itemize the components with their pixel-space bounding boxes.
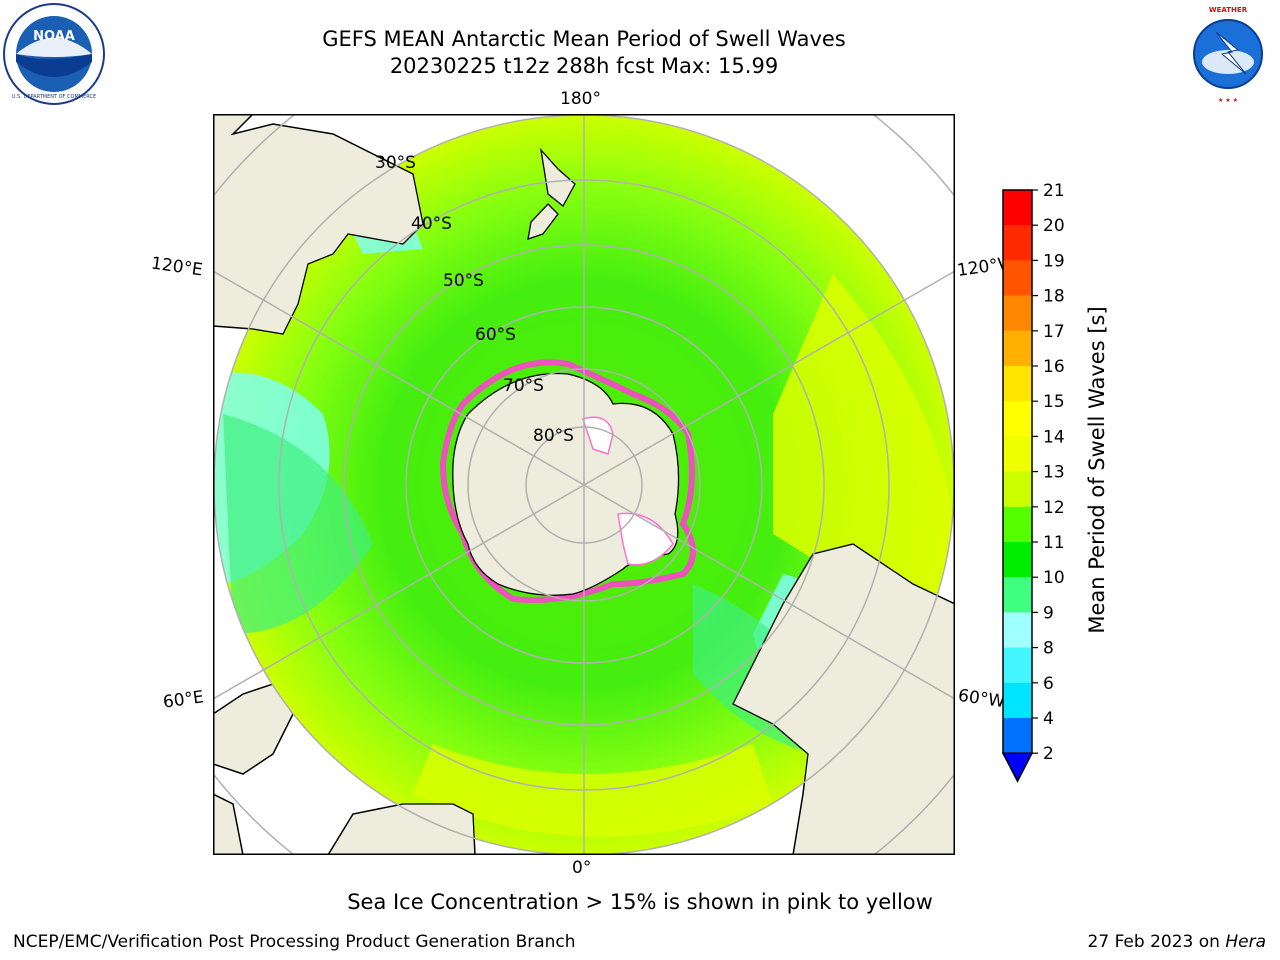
colorbar-tick-label: 14 bbox=[1043, 427, 1065, 447]
colorbar-tick-label: 11 bbox=[1043, 533, 1065, 553]
colorbar-segment bbox=[1003, 647, 1032, 684]
svg-text:★ ★ ★: ★ ★ ★ bbox=[1218, 97, 1238, 104]
colorbar-segment bbox=[1003, 190, 1032, 226]
colorbar-segment bbox=[1003, 436, 1032, 473]
colorbar-segment bbox=[1003, 577, 1032, 613]
colorbar-segment bbox=[1003, 542, 1032, 578]
lon-label-180: 180° bbox=[560, 89, 601, 109]
colorbar-tick-label: 18 bbox=[1043, 287, 1065, 307]
colorbar-tick-label: 12 bbox=[1043, 498, 1065, 518]
footer-date: 27 Feb 2023 on Hera bbox=[1088, 932, 1266, 952]
colorbar: 21 20 19 18 17 16 15 14 13 12 11 10 9 8 6 4 2 bbox=[1001, 181, 1065, 783]
nws-logo: WEATHER ★ ★ ★ bbox=[1178, 4, 1278, 104]
footer-credit: NCEP/EMC/Verification Post Processing Pr… bbox=[13, 932, 576, 952]
chart-subtitle: 20230225 t12z 288h fcst Max: 15.99 bbox=[389, 54, 779, 78]
svg-text:WEATHER: WEATHER bbox=[1209, 6, 1248, 14]
colorbar-tick-label: 20 bbox=[1043, 216, 1065, 236]
colorbar-extend-min bbox=[1001, 752, 1034, 783]
colorbar-tick-label: 13 bbox=[1043, 463, 1065, 483]
colorbar-segment bbox=[1003, 401, 1032, 437]
colorbar-segment bbox=[1003, 718, 1032, 754]
lat-label-70s: 70°S bbox=[503, 376, 544, 396]
colorbar-tick-label: 6 bbox=[1043, 674, 1054, 694]
colorbar-segment bbox=[1003, 225, 1032, 261]
colorbar-tick-label: 16 bbox=[1043, 357, 1065, 377]
colorbar-segment bbox=[1003, 330, 1032, 367]
colorbar-segment bbox=[1003, 506, 1032, 543]
colorbar-tick-label: 2 bbox=[1043, 744, 1054, 764]
lat-label-30s: 30°S bbox=[375, 153, 416, 173]
lat-label-80s: 80°S bbox=[533, 426, 574, 446]
colorbar-tick-label: 8 bbox=[1043, 639, 1054, 659]
colorbar-tick-label: 9 bbox=[1043, 603, 1054, 623]
footer-host: Hera bbox=[1225, 932, 1266, 952]
colorbar-tick-label: 17 bbox=[1043, 322, 1065, 342]
lat-label-50s: 50°S bbox=[443, 271, 484, 291]
colorbar-segment bbox=[1003, 295, 1032, 332]
colorbar-segment bbox=[1003, 366, 1032, 402]
noaa-logo: NOAA U.S. DEPARTMENT OF COMMERCE bbox=[3, 3, 105, 105]
sea-ice-note: Sea Ice Concentration > 15% is shown in … bbox=[347, 890, 933, 914]
colorbar-segment bbox=[1003, 612, 1032, 649]
lat-label-60s: 60°S bbox=[475, 325, 516, 345]
svg-text:NOAA: NOAA bbox=[33, 29, 75, 44]
lat-label-40s: 40°S bbox=[411, 214, 452, 234]
chart-title: GEFS MEAN Antarctic Mean Period of Swell… bbox=[322, 27, 846, 51]
colorbar-tick-label: 15 bbox=[1043, 392, 1065, 412]
colorbar-tick-label: 10 bbox=[1043, 568, 1065, 588]
lon-label-0: 0° bbox=[572, 858, 592, 878]
lon-label-120e: 120°E bbox=[149, 253, 204, 281]
polar-map: 30°S 40°S 50°S 60°S 70°S 80°S bbox=[213, 114, 955, 855]
svg-text:U.S. DEPARTMENT OF COMMERCE: U.S. DEPARTMENT OF COMMERCE bbox=[12, 94, 96, 100]
colorbar-tick-label: 21 bbox=[1043, 181, 1065, 201]
colorbar-tick-label: 4 bbox=[1043, 709, 1054, 729]
colorbar-title: Mean Period of Swell Waves [s] bbox=[1085, 306, 1109, 634]
colorbar-segment bbox=[1003, 471, 1032, 508]
lon-label-60e: 60°E bbox=[161, 687, 206, 713]
colorbar-segment bbox=[1003, 260, 1032, 297]
footer-date-text: 27 Feb 2023 on bbox=[1087, 932, 1226, 952]
colorbar-tick-label: 19 bbox=[1043, 251, 1065, 271]
colorbar-segment bbox=[1003, 682, 1032, 719]
